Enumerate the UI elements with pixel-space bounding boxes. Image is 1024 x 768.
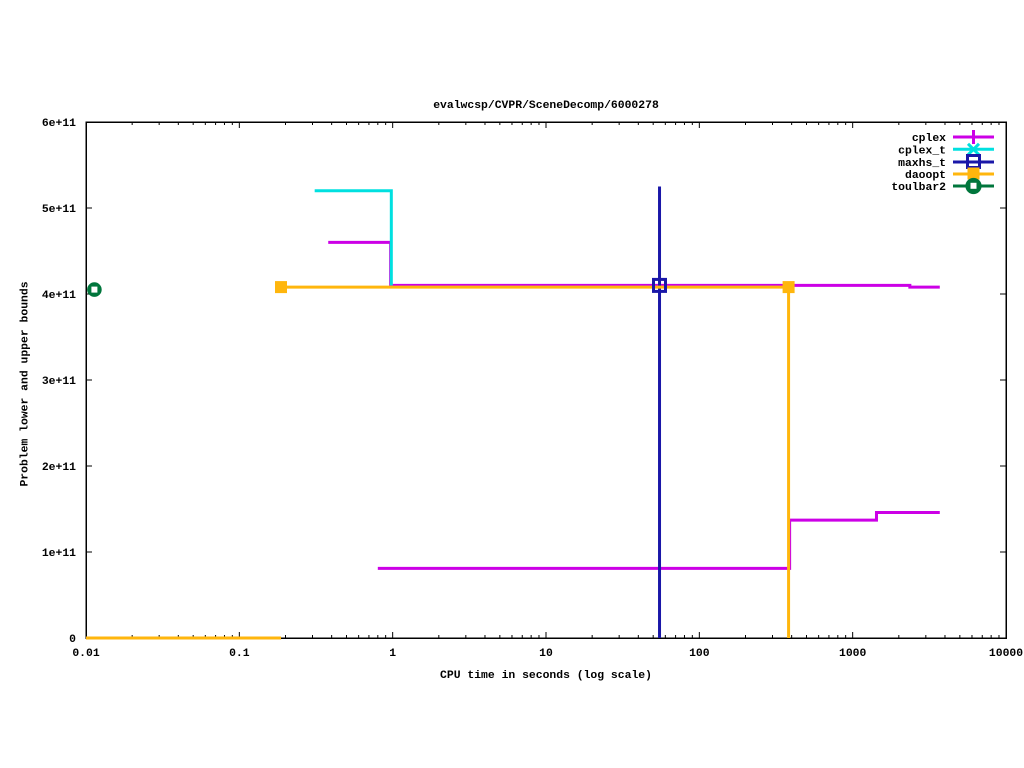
svg-text:cplex_t: cplex_t <box>898 145 946 157</box>
svg-text:10000: 10000 <box>989 648 1023 660</box>
svg-text:100: 100 <box>689 648 710 660</box>
svg-text:toulbar2: toulbar2 <box>891 182 946 194</box>
svg-text:10: 10 <box>539 648 553 660</box>
svg-text:4e+11: 4e+11 <box>42 290 76 302</box>
svg-text:Problem lower and upper bounds: Problem lower and upper bounds <box>19 281 31 486</box>
svg-text:3e+11: 3e+11 <box>42 376 76 388</box>
svg-text:6e+11: 6e+11 <box>42 118 76 130</box>
svg-text:1: 1 <box>389 648 396 660</box>
svg-text:0.1: 0.1 <box>229 648 250 660</box>
svg-text:cplex: cplex <box>912 133 946 145</box>
svg-text:1e+11: 1e+11 <box>42 548 76 560</box>
svg-text:daoopt: daoopt <box>905 170 946 182</box>
svg-text:0.01: 0.01 <box>72 648 100 660</box>
svg-text:evalwcsp/CVPR/SceneDecomp/6000: evalwcsp/CVPR/SceneDecomp/6000278 <box>433 100 659 112</box>
svg-text:1000: 1000 <box>839 648 867 660</box>
svg-text:0: 0 <box>69 634 76 646</box>
svg-text:5e+11: 5e+11 <box>42 204 76 216</box>
svg-text:CPU time in seconds (log scale: CPU time in seconds (log scale) <box>440 670 652 682</box>
svg-text:maxhs_t: maxhs_t <box>898 158 946 170</box>
svg-text:2e+11: 2e+11 <box>42 462 76 474</box>
